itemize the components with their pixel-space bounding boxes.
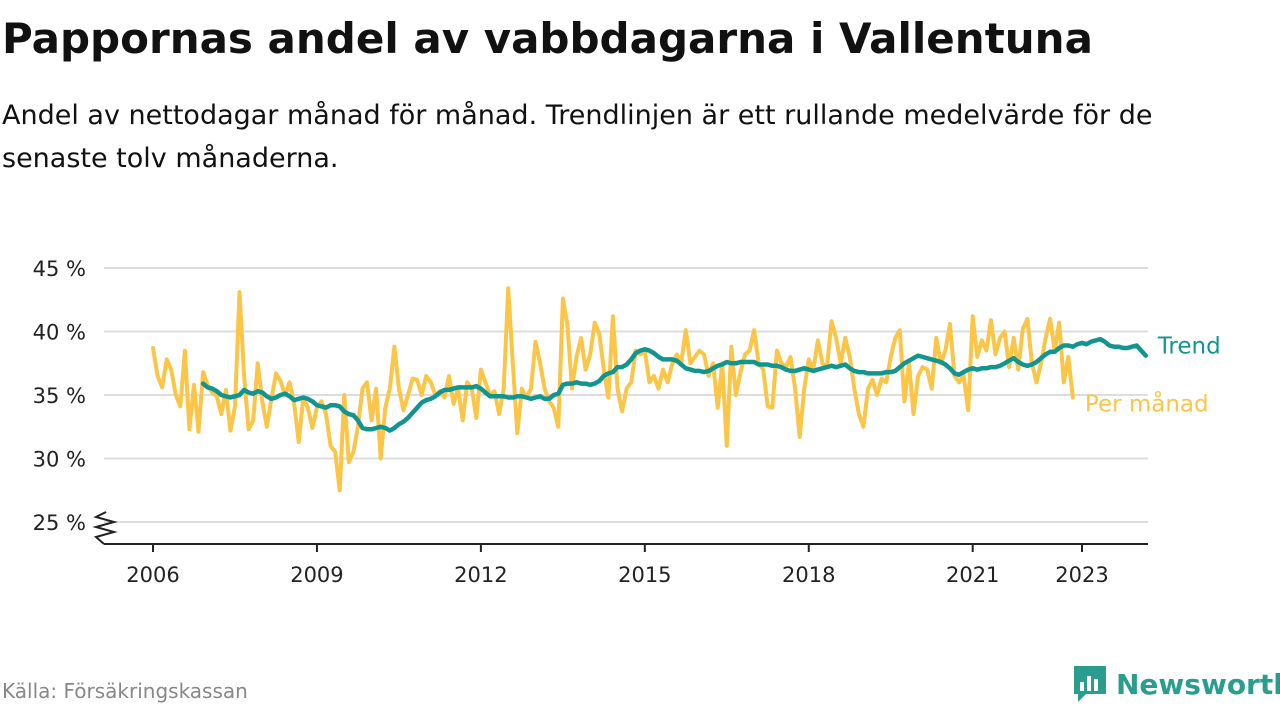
y-tick-label: 35 % <box>33 384 86 408</box>
series-lines <box>151 286 1149 493</box>
y-tick-label: 40 % <box>33 321 86 345</box>
newsworthy-logo[interactable]: Newsworthy <box>1072 664 1280 704</box>
y-tick-label: 30 % <box>33 448 86 472</box>
chart-title: Pappornas andel av vabbdagarna i Vallent… <box>2 14 1093 63</box>
x-tick-label: 2009 <box>290 563 343 587</box>
trend-line <box>200 336 1149 433</box>
x-tick-label: 2006 <box>126 563 179 587</box>
label-trend: Trend <box>1157 334 1221 360</box>
bar-chart-icon <box>1074 666 1106 702</box>
label-per-manad: Per månad <box>1085 390 1209 418</box>
brand-name: Newsworthy <box>1116 667 1280 701</box>
chart-subtitle: Andel av nettodagar månad för månad. Tre… <box>2 100 1153 175</box>
axis-break-icon <box>92 511 118 545</box>
y-tick-label: 25 % <box>33 511 86 535</box>
x-tick-label: 2015 <box>618 563 671 587</box>
x-axis: 2006 2009 2012 2015 2018 2021 2023 <box>92 511 1148 587</box>
y-tick-label: 45 % <box>33 257 86 281</box>
x-tick-label: 2018 <box>782 563 835 587</box>
series-labels: Per månad Trend <box>1085 334 1221 418</box>
y-axis-ticks: 25 % 30 % 35 % 40 % 45 % <box>33 257 86 535</box>
source-note: Källa: Försäkringskassan <box>2 679 248 703</box>
monthly-line <box>151 286 1075 493</box>
x-tick-label: 2012 <box>454 563 507 587</box>
x-tick-label: 2021 <box>946 563 999 587</box>
x-tick-label: 2023 <box>1055 563 1108 587</box>
